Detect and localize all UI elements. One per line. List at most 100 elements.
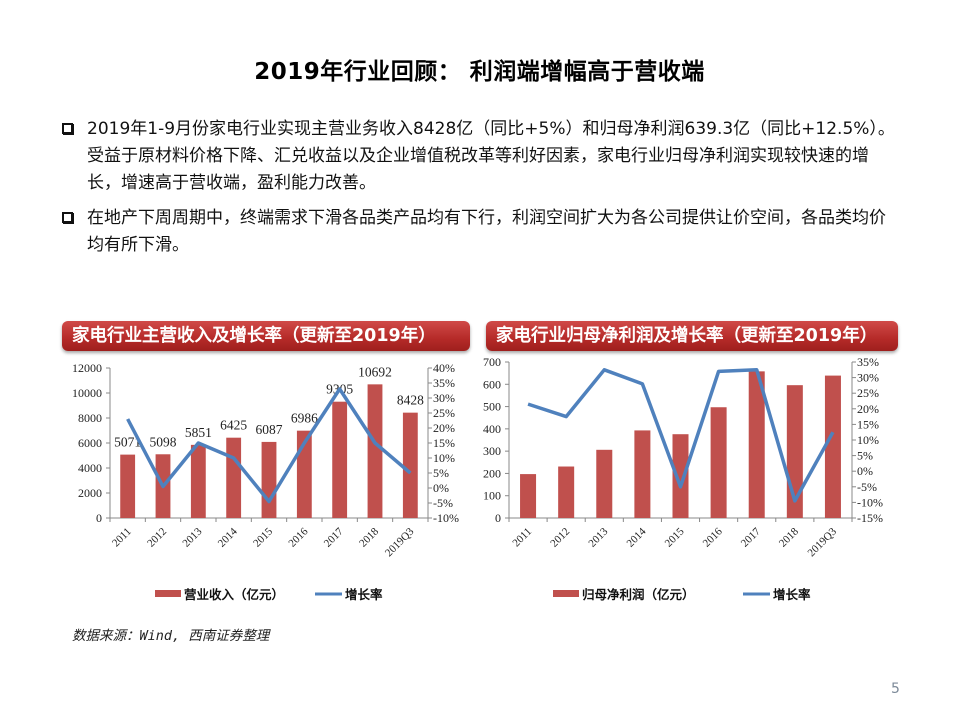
category-label: 2018 xyxy=(357,525,381,549)
left-tick-label: 4000 xyxy=(78,461,102,475)
bullet-text: 在地产下周周期中，终端需求下滑各品类产品均有下行，利润空间扩大为各公司提供让价空… xyxy=(87,208,886,255)
category-label: 2012 xyxy=(548,526,572,550)
right-tick-label: 20% xyxy=(433,421,455,435)
chart-1-title: 家电行业主营收入及增长率（更新至2019年） xyxy=(62,321,470,351)
left-tick-label: 6000 xyxy=(78,436,102,450)
category-label: 2017 xyxy=(322,525,346,549)
right-tick-label: 10% xyxy=(433,451,455,465)
category-label: 2019Q3 xyxy=(806,525,840,559)
right-tick-label: -5% xyxy=(433,496,453,510)
bar-value-label: 10692 xyxy=(358,364,392,379)
left-tick-label: 0 xyxy=(96,511,102,525)
category-label: 2014 xyxy=(624,525,648,549)
category-label: 2015 xyxy=(251,525,275,549)
right-tick-label: 25% xyxy=(433,406,455,420)
right-tick-label: 0% xyxy=(857,464,873,478)
left-tick-label: 200 xyxy=(483,466,501,480)
right-tick-label: -15% xyxy=(857,511,883,525)
legend-bar-label: 归母净利润（亿元） xyxy=(582,587,695,602)
right-tick-label: 35% xyxy=(433,376,455,390)
left-tick-label: 400 xyxy=(483,422,501,436)
left-tick-label: 0 xyxy=(495,511,501,525)
chart-2-title: 家电行业归母净利润及增长率（更新至2019年） xyxy=(486,321,898,351)
growth-line xyxy=(527,368,835,503)
left-tick-label: 100 xyxy=(483,489,501,503)
category-label: 2012 xyxy=(145,526,169,550)
category-label: 2016 xyxy=(701,525,725,549)
right-tick-label: 30% xyxy=(433,391,455,405)
slide-title: 2019年行业回顾： 利润端增幅高于营收端 xyxy=(254,59,705,85)
bar xyxy=(672,434,689,518)
bar xyxy=(402,412,418,518)
right-tick-label: 30% xyxy=(857,371,879,385)
legend-bar-swatch xyxy=(155,590,181,597)
left-tick-label: 300 xyxy=(483,444,501,458)
bar xyxy=(634,430,651,518)
bar-value-label: 5071 xyxy=(114,435,141,450)
category-label: 2017 xyxy=(739,525,763,549)
right-tick-label: 40% xyxy=(433,361,455,375)
left-tick-label: 700 xyxy=(483,355,501,369)
net-profit-chart: 0 100 200 300 400 500 600 700 -15% -10%-5% 0%5% 10%… xyxy=(483,355,883,602)
left-tick-label: 600 xyxy=(483,377,501,391)
bar xyxy=(190,444,206,518)
bar-value-label: 6087 xyxy=(256,422,283,437)
bar xyxy=(824,375,841,518)
bar xyxy=(558,466,575,518)
category-label: 2016 xyxy=(286,525,310,549)
category-label: 2013 xyxy=(586,525,610,549)
right-tick-label: -10% xyxy=(857,495,883,509)
right-tick-label: -10% xyxy=(433,511,459,525)
growth-line xyxy=(126,387,412,504)
category-label: 2013 xyxy=(180,525,204,549)
legend-bar-swatch xyxy=(553,590,579,597)
right-tick-label: 10% xyxy=(857,433,879,447)
legend-line-label: 增长率 xyxy=(773,587,811,602)
revenue-chart: 020004000600080001000012000-10%-5%0%5%10… xyxy=(72,361,459,602)
bar-value-label: 5851 xyxy=(185,425,212,440)
bar-value-label: 6425 xyxy=(220,418,247,433)
left-tick-label: 2000 xyxy=(78,486,102,500)
right-tick-label: 25% xyxy=(857,386,879,400)
category-label: 2011 xyxy=(510,526,534,550)
right-tick-label: 15% xyxy=(857,417,879,431)
left-tick-label: 8000 xyxy=(78,411,102,425)
bullet-text: 2019年1-9月份家电行业实现主营业务收入8428亿（同比+5%）和归母净利润… xyxy=(87,119,895,193)
category-label: 2018 xyxy=(777,525,801,549)
bullet-item: 2019年1-9月份家电行业实现主营业务收入8428亿（同比+5%）和归母净利润… xyxy=(62,116,902,197)
bar xyxy=(226,437,242,518)
category-label: 2015 xyxy=(663,525,687,549)
bullet-list: 2019年1-9月份家电行业实现主营业务收入8428亿（同比+5%）和归母净利润… xyxy=(62,116,902,267)
right-tick-label: 0% xyxy=(433,481,449,495)
right-tick-label: -5% xyxy=(857,480,877,494)
right-tick-label: 5% xyxy=(857,449,873,463)
bar xyxy=(367,384,383,518)
bar xyxy=(120,454,136,518)
checkbox-bullet-icon xyxy=(62,123,73,134)
right-tick-label: 5% xyxy=(433,466,449,480)
right-tick-label: 20% xyxy=(857,402,879,416)
bar-value-label: 8428 xyxy=(397,393,424,408)
bar xyxy=(332,401,348,518)
bar xyxy=(710,407,727,518)
bullet-item: 在地产下周周期中，终端需求下滑各品类产品均有下行，利润空间扩大为各公司提供让价空… xyxy=(62,205,902,259)
category-label: 2014 xyxy=(216,525,240,549)
data-source-note: 数据来源：Wind, 西南证券整理 xyxy=(72,628,270,644)
bar xyxy=(520,474,537,518)
bar-value-label: 5098 xyxy=(150,434,177,449)
category-label: 2019Q3 xyxy=(383,525,417,559)
bar xyxy=(261,441,277,518)
page-number: 5 xyxy=(891,681,900,697)
left-tick-label: 12000 xyxy=(72,361,102,375)
checkbox-bullet-icon xyxy=(62,212,73,223)
legend-bar-label: 营业收入（亿元） xyxy=(184,587,284,602)
bar xyxy=(748,371,765,518)
bar-value-label: 6986 xyxy=(291,411,318,426)
category-label: 2011 xyxy=(110,526,134,550)
left-tick-label: 10000 xyxy=(72,386,102,400)
left-tick-label: 500 xyxy=(483,400,501,414)
legend-line-label: 增长率 xyxy=(345,587,383,602)
right-tick-label: 35% xyxy=(857,355,879,369)
bar xyxy=(596,449,613,518)
right-tick-label: 15% xyxy=(433,436,455,450)
